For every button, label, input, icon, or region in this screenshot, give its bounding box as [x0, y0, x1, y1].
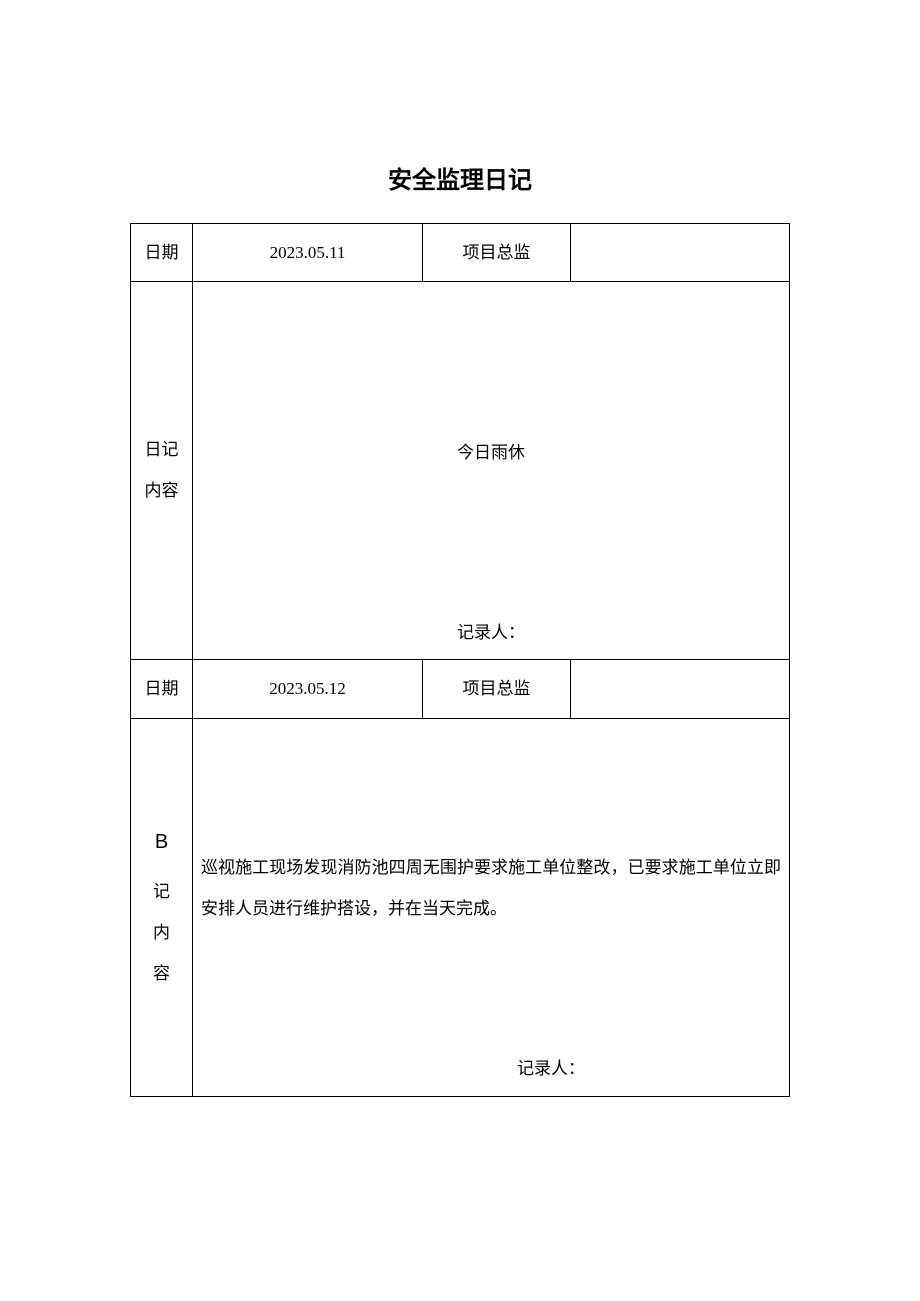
director-label: 项目总监 [423, 660, 571, 718]
diary-table: 日期 2023.05.11 项目总监 日记 内容 今日雨休 记录人： [130, 223, 790, 1097]
content-label-cell: B 记 内 容 [131, 718, 193, 1096]
content-label-char: 容 [135, 954, 188, 995]
content-cell: 今日雨休 记录人： [193, 282, 790, 660]
content-label-char: 记 [135, 872, 188, 913]
date-value: 2023.05.11 [193, 224, 423, 282]
content-label-line1: 日记 [135, 430, 188, 471]
director-value [571, 224, 790, 282]
content-label-line2: 内容 [135, 471, 188, 512]
document-container: 安全监理日记 日期 2023.05.11 项目总监 日记 内容 今日雨休 记录人… [130, 160, 790, 1097]
recorder-line: 记录人： [193, 1050, 789, 1087]
content-label-char: 内 [135, 913, 188, 954]
table-header-row: 日期 2023.05.12 项目总监 [131, 660, 790, 718]
date-label: 日期 [131, 224, 193, 282]
content-body: 巡视施工现场发现消防池四周无围护要求施工单位整改，已要求施工单位立即安排人员进行… [193, 719, 789, 1096]
content-text: 今日雨休 [457, 434, 525, 471]
director-label: 项目总监 [423, 224, 571, 282]
content-body: 今日雨休 [193, 282, 789, 659]
content-text: 巡视施工现场发现消防池四周无围护要求施工单位整改，已要求施工单位立即安排人员进行… [201, 848, 781, 930]
director-value [571, 660, 790, 718]
recorder-label: 记录人： [457, 623, 525, 642]
table-content-row: B 记 内 容 巡视施工现场发现消防池四周无围护要求施工单位整改，已要求施工单位… [131, 718, 790, 1096]
content-label-b: B [135, 820, 188, 864]
date-value: 2023.05.12 [193, 660, 423, 718]
table-content-row: 日记 内容 今日雨休 记录人： [131, 282, 790, 660]
recorder-label: 记录人： [517, 1059, 585, 1078]
page-title: 安全监理日记 [130, 160, 790, 195]
table-header-row: 日期 2023.05.11 项目总监 [131, 224, 790, 282]
recorder-line: 记录人： [193, 614, 789, 651]
date-label: 日期 [131, 660, 193, 718]
content-label-cell: 日记 内容 [131, 282, 193, 660]
content-cell: 巡视施工现场发现消防池四周无围护要求施工单位整改，已要求施工单位立即安排人员进行… [193, 718, 790, 1096]
